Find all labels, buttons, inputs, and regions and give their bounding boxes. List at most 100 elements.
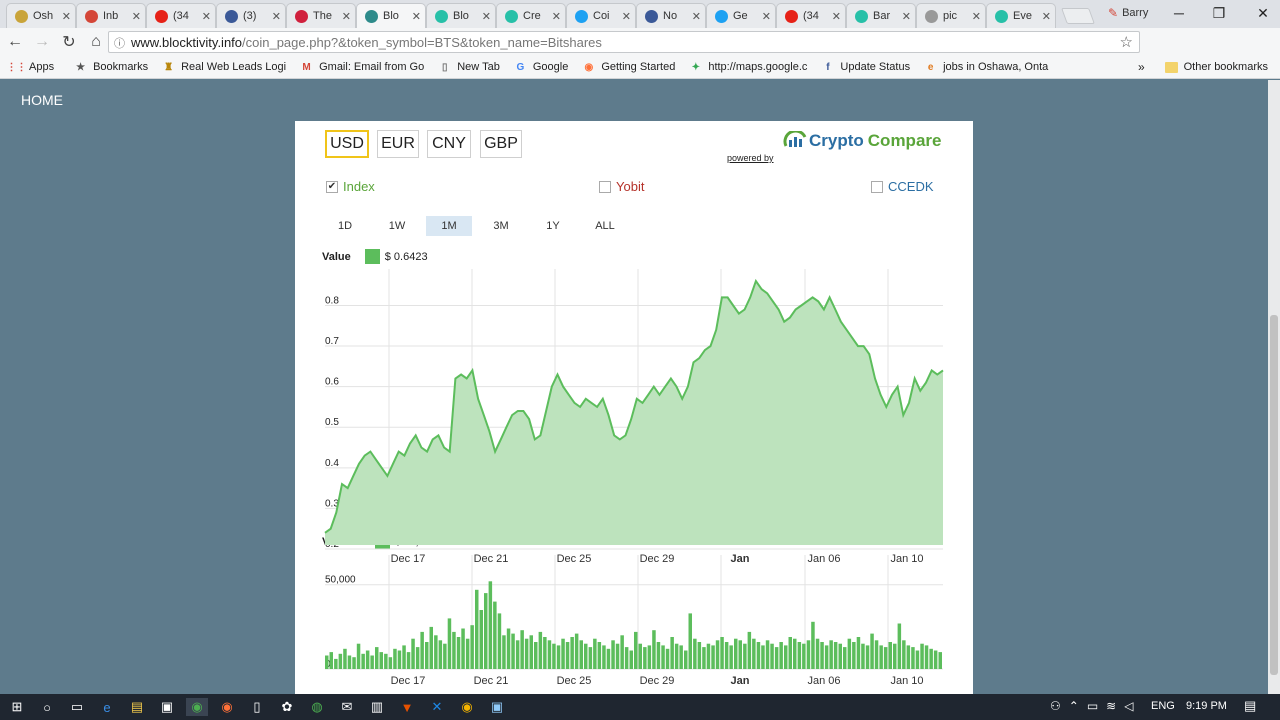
action-center-icon[interactable]: ▤ <box>1244 698 1257 713</box>
browser-tab[interactable]: The ✕ <box>286 3 356 28</box>
mail-icon[interactable]: ✉ <box>341 699 353 714</box>
bookmark-item[interactable]: M Gmail: Email from Go <box>300 61 424 74</box>
reload-button[interactable]: ↻ <box>62 34 76 51</box>
clock[interactable]: 9:19 PM <box>1186 700 1227 712</box>
currency-button-usd[interactable]: USD <box>325 130 369 158</box>
close-window-button[interactable]: ✕ <box>1257 4 1269 21</box>
browser-tab[interactable]: (3) ✕ <box>216 3 286 28</box>
range-button-1y[interactable]: 1Y <box>546 220 560 232</box>
app-window-icon[interactable]: ▣ <box>490 699 504 714</box>
bookmark-item[interactable]: f Update Status <box>821 61 910 74</box>
bookmark-item[interactable]: ★ Bookmarks <box>74 61 148 74</box>
chrome-canary-icon[interactable]: ◉ <box>461 699 473 714</box>
tab-close-icon[interactable]: ✕ <box>271 10 281 23</box>
browser-tab[interactable]: Osh ✕ <box>6 3 76 28</box>
brave-icon[interactable]: ▼ <box>400 699 414 715</box>
page-scrollbar[interactable] <box>1268 80 1280 694</box>
range-button-all[interactable]: ALL <box>595 220 615 232</box>
firefox-taskbar-icon[interactable]: ◉ <box>221 699 233 714</box>
browser-tab[interactable]: Ge ✕ <box>706 3 776 28</box>
home-link[interactable]: HOME <box>21 92 63 108</box>
new-tab-button[interactable] <box>1061 8 1095 24</box>
forward-button[interactable]: → <box>34 33 50 50</box>
task-view-icon[interactable]: ▭ <box>70 699 84 714</box>
back-button[interactable]: ← <box>7 33 23 50</box>
browser-tab[interactable]: Blo ✕ <box>426 3 496 28</box>
cryptocompare-logo[interactable]: Crypto Compare <box>783 131 941 151</box>
tab-close-icon[interactable]: ✕ <box>691 10 701 23</box>
home-icon[interactable]: ⌂ <box>91 33 101 50</box>
edge-icon[interactable]: e <box>103 699 111 715</box>
other-bookmarks-folder[interactable]: Other bookmarks <box>1164 61 1268 73</box>
profile-button[interactable]: ✎ Barry <box>1108 6 1148 20</box>
people-icon[interactable]: ⚇ <box>1050 699 1061 713</box>
bookmark-star-icon[interactable]: ☆ <box>1119 34 1133 51</box>
browser-tab[interactable]: Coi ✕ <box>566 3 636 28</box>
volume-icon[interactable]: ◁ <box>1124 699 1134 713</box>
checkbox[interactable]: ✔ <box>326 180 338 193</box>
browser-tab[interactable]: Inb ✕ <box>76 3 146 28</box>
exchange-option-yobit[interactable]: Yobit <box>599 179 644 194</box>
notepad-icon[interactable]: ▯ <box>253 699 261 714</box>
store-icon[interactable]: ▣ <box>160 699 174 714</box>
cortana-icon[interactable]: ○ <box>43 699 51 715</box>
tray-chevron-icon[interactable]: ⌃ <box>1068 699 1079 713</box>
browser-tab[interactable]: Eve ✕ <box>986 3 1056 28</box>
browser-tab[interactable]: Cre ✕ <box>496 3 566 28</box>
tab-close-icon[interactable]: ✕ <box>901 10 911 23</box>
app-green-icon[interactable]: ◍ <box>311 699 323 714</box>
battery-icon[interactable]: ▭ <box>1086 699 1099 713</box>
browser-tab[interactable]: No ✕ <box>636 3 706 28</box>
exchange-option-index[interactable]: ✔ Index <box>326 179 375 194</box>
tab-close-icon[interactable]: ✕ <box>61 10 71 23</box>
maximize-button[interactable]: ❐ <box>1212 4 1226 21</box>
file-explorer-icon[interactable]: ▤ <box>130 699 144 714</box>
bookmark-item[interactable]: ◉ Getting Started <box>582 61 675 74</box>
currency-button-gbp[interactable]: GBP <box>480 130 522 158</box>
language-indicator[interactable]: ENG <box>1151 700 1175 712</box>
bookmark-item[interactable]: G Google <box>514 61 568 74</box>
browser-tab[interactable]: (34 ✕ <box>776 3 846 28</box>
tab-close-icon[interactable]: ✕ <box>341 10 351 23</box>
tab-close-icon[interactable]: ✕ <box>831 10 841 23</box>
tab-close-icon[interactable]: ✕ <box>1041 10 1051 23</box>
bookmarks-overflow-icon[interactable]: » <box>1138 60 1145 74</box>
range-button-1w[interactable]: 1W <box>388 220 406 232</box>
windows-start-icon[interactable]: ⊞ <box>11 699 23 714</box>
checkbox[interactable] <box>871 180 883 193</box>
settings-taskbar-icon[interactable]: ✿ <box>281 699 293 714</box>
currency-button-eur[interactable]: EUR <box>377 130 419 158</box>
wifi-icon[interactable]: ≋ <box>1106 699 1117 713</box>
calculator-icon[interactable]: ▥ <box>370 699 384 714</box>
tab-close-icon[interactable]: ✕ <box>411 10 421 23</box>
tab-close-icon[interactable]: ✕ <box>621 10 631 23</box>
browser-tab[interactable]: (34 ✕ <box>146 3 216 28</box>
bookmark-item[interactable]: e jobs in Oshawa, Onta <box>924 61 1048 74</box>
currency-button-cny[interactable]: CNY <box>427 130 471 158</box>
browser-tab[interactable]: Blo ✕ <box>356 3 426 28</box>
tab-close-icon[interactable]: ✕ <box>761 10 771 23</box>
scrollbar-thumb[interactable] <box>1270 315 1278 675</box>
tab-close-icon[interactable]: ✕ <box>201 10 211 23</box>
tab-close-icon[interactable]: ✕ <box>481 10 491 23</box>
bookmark-item[interactable]: ✦ http://maps.google.c <box>689 61 808 74</box>
bookmark-item[interactable]: ♜ Real Web Leads Logi <box>162 61 286 74</box>
address-bar[interactable]: ⓘ www.blocktivity.info/coin_page.php?&to… <box>108 31 1140 53</box>
app-x-icon[interactable]: ✕ <box>431 699 443 714</box>
range-button-1d[interactable]: 1D <box>337 220 353 232</box>
browser-tab[interactable]: Bar ✕ <box>846 3 916 28</box>
tab-close-icon[interactable]: ✕ <box>551 10 561 23</box>
chrome-icon[interactable]: ◉ <box>186 698 208 716</box>
bookmark-item[interactable]: ▯ New Tab <box>438 61 500 74</box>
checkbox[interactable] <box>599 180 611 193</box>
exchange-option-ccedk[interactable]: CCEDK <box>871 179 934 194</box>
range-button-3m[interactable]: 3M <box>493 220 509 232</box>
tab-close-icon[interactable]: ✕ <box>971 10 981 23</box>
bookmark-item[interactable]: ⋮⋮ Apps <box>7 61 55 74</box>
minimize-button[interactable]: ─ <box>1174 5 1184 21</box>
range-button-1m[interactable]: 1M <box>426 216 472 236</box>
browser-tab[interactable]: pic ✕ <box>916 3 986 28</box>
powered-by-link[interactable]: powered by <box>727 153 774 163</box>
tab-close-icon[interactable]: ✕ <box>131 10 141 23</box>
